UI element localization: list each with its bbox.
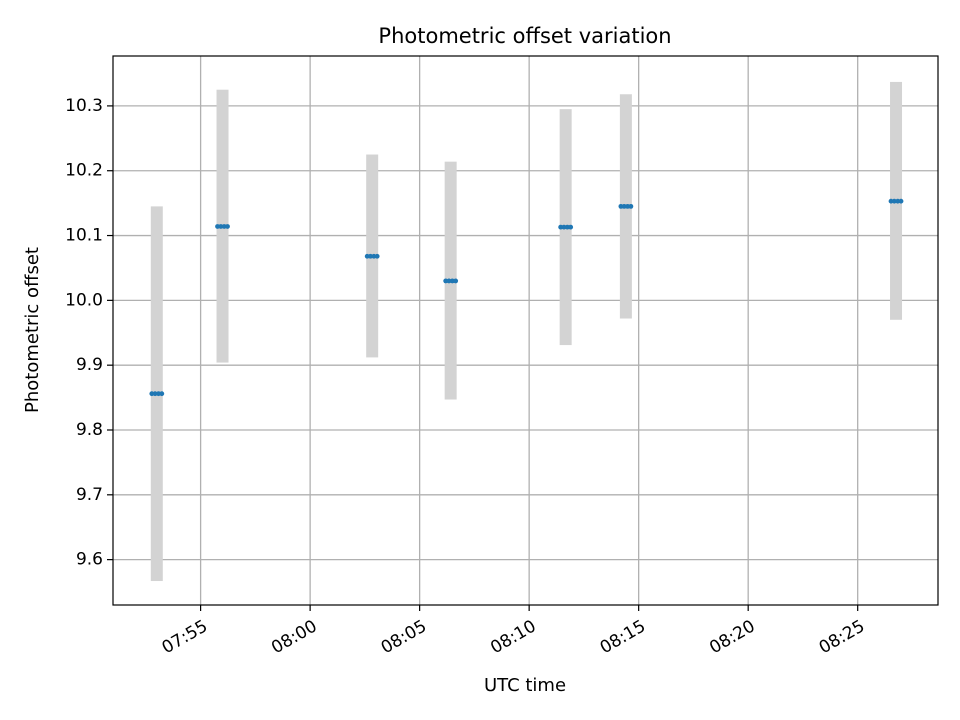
data-point-dot — [156, 391, 161, 397]
data-point-dot — [895, 198, 901, 204]
data-point-dot — [374, 253, 380, 259]
chart-title: Photometric offset variation — [378, 24, 671, 48]
y-tick-label: 10.1 — [65, 226, 103, 246]
data-point — [364, 253, 380, 259]
data-point — [888, 198, 904, 204]
data-point-dot — [225, 224, 230, 229]
data-point-dot — [621, 203, 627, 209]
data-point-dot — [625, 203, 630, 209]
data-point-dot — [368, 253, 373, 259]
y-tick-label: 10.2 — [65, 161, 103, 181]
data-point-dot — [568, 224, 574, 230]
data-point-dot — [628, 203, 634, 209]
data-point — [215, 224, 230, 229]
data-point-dot — [449, 278, 455, 284]
data-point-dot — [618, 203, 624, 209]
data-point-dot — [364, 253, 370, 259]
y-tick-label: 9.8 — [76, 420, 103, 440]
y-axis-ticks: 9.6 9.7 9.8 9.9 10.0 10.1 10.2 10.3 — [65, 96, 113, 570]
x-axis-label: UTC time — [484, 675, 566, 696]
y-tick-label: 9.9 — [76, 355, 103, 375]
data-point-dot — [891, 198, 897, 204]
data-point-dot — [558, 224, 564, 230]
data-point-dot — [453, 278, 459, 284]
data-point-dot — [898, 198, 904, 204]
plot-area — [113, 56, 938, 605]
data-point-dot — [446, 278, 452, 284]
data-point-dot — [215, 224, 220, 229]
y-tick-label: 10.3 — [65, 96, 103, 116]
y-tick-label: 10.0 — [65, 290, 103, 310]
data-point-dot — [218, 224, 224, 229]
data-point-dot — [221, 224, 227, 229]
data-point-dot — [564, 224, 570, 230]
data-point-dot — [371, 253, 377, 259]
plot-frame — [112, 55, 939, 606]
data-point-dot — [159, 391, 165, 397]
data-point — [558, 224, 574, 230]
y-tick-label: 9.6 — [76, 550, 103, 570]
data-point — [443, 278, 459, 284]
point-layer — [149, 198, 904, 397]
data-point-dot — [149, 391, 155, 397]
data-point-dot — [443, 278, 449, 284]
y-tick-label: 9.7 — [76, 485, 103, 505]
data-point-dot — [152, 391, 158, 397]
grid-layer — [113, 56, 938, 605]
data-point-dot — [888, 198, 894, 204]
data-point — [149, 391, 165, 397]
y-axis-label: Photometric offset — [22, 247, 43, 413]
data-point — [618, 203, 634, 209]
data-point-dot — [561, 224, 567, 230]
